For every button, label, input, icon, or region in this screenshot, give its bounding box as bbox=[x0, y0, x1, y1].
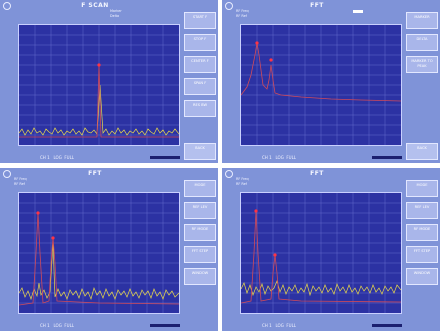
noise-trace bbox=[241, 279, 401, 297]
brand-logo-icon bbox=[3, 170, 11, 178]
brand-logo-icon bbox=[225, 170, 233, 178]
marker-2 bbox=[269, 58, 273, 62]
delta-button[interactable]: DELTA bbox=[406, 34, 438, 51]
screen-title: FFT bbox=[88, 170, 102, 177]
brand-logo-icon bbox=[225, 2, 233, 10]
spectrum-svg bbox=[241, 25, 401, 145]
fft-step-button[interactable]: FFT STEP bbox=[406, 246, 438, 263]
status-bar: CH 1 LOG FULL bbox=[262, 323, 296, 328]
marker-1 bbox=[255, 41, 259, 45]
header-delta-label: Delta bbox=[110, 14, 120, 18]
header-rf-ref-label: RF Ref bbox=[14, 182, 25, 186]
fft-screen-left: FFT RF Freq RF Ref CH 1 LOG FULL MODE RE bbox=[0, 168, 218, 331]
marker-to-peak-button[interactable]: MARKER TO PEAK bbox=[406, 56, 438, 73]
noise-trace bbox=[19, 84, 179, 136]
mode-log[interactable]: LOG bbox=[275, 155, 284, 160]
header-rf-ref-label: RF Ref bbox=[236, 182, 247, 186]
header-rf-ref-label: RF Ref bbox=[236, 14, 247, 18]
header-rf-freq-label: RF Freq bbox=[236, 9, 249, 13]
marker-button[interactable]: MARKER bbox=[406, 12, 438, 29]
stop-f-button[interactable]: STOP F bbox=[184, 34, 216, 51]
brand-logo-icon bbox=[3, 2, 11, 10]
status-bar: CH 1 LOG FULL bbox=[262, 155, 296, 160]
mode-log[interactable]: LOG bbox=[53, 323, 62, 328]
mode-full[interactable]: FULL bbox=[286, 323, 297, 328]
channel-label: CH 1 bbox=[262, 155, 272, 160]
channel-label: CH 1 bbox=[262, 323, 272, 328]
status-stripe bbox=[372, 324, 402, 327]
peak-marker bbox=[97, 63, 101, 67]
center-f-button[interactable]: CENTER F bbox=[184, 56, 216, 73]
header-marker-label: Marker bbox=[110, 9, 122, 13]
main-trace bbox=[241, 42, 401, 102]
rf-mode-button[interactable]: RF MODE bbox=[184, 224, 216, 241]
status-stripe bbox=[150, 324, 180, 327]
spectrum-svg bbox=[19, 193, 179, 313]
spectrum-plot bbox=[18, 192, 180, 314]
marker-2 bbox=[51, 236, 55, 240]
status-stripe bbox=[150, 156, 180, 159]
ref-lev-button[interactable]: REF LEV bbox=[406, 202, 438, 219]
fft-screen-right: FFT RF Freq RF Ref CH 1 LOG FULL MODE RE bbox=[222, 168, 440, 331]
mode-full[interactable]: FULL bbox=[64, 323, 75, 328]
mode-log[interactable]: LOG bbox=[53, 155, 62, 160]
start-f-button[interactable]: START F bbox=[184, 12, 216, 29]
window-button[interactable]: WINDOW bbox=[184, 268, 216, 285]
marker-2 bbox=[273, 253, 277, 257]
spectrum-plot bbox=[18, 24, 180, 146]
marker-value-box[interactable] bbox=[353, 10, 363, 13]
spectrum-plot bbox=[240, 192, 402, 314]
back-button[interactable]: BACK bbox=[184, 143, 216, 160]
header-rf-freq-label: RF Freq bbox=[236, 177, 249, 181]
ref-lev-button[interactable]: REF LEV bbox=[184, 202, 216, 219]
rf-mode-button[interactable]: RF MODE bbox=[406, 224, 438, 241]
fscan-screen: F SCAN Marker Delta CH 1 LOG FULL START … bbox=[0, 0, 218, 163]
status-stripe bbox=[372, 156, 402, 159]
spectrum-svg bbox=[19, 25, 179, 145]
spectrum-plot bbox=[240, 24, 402, 146]
spectrum-svg bbox=[241, 193, 401, 313]
res-bw-button[interactable]: RES BW bbox=[184, 100, 216, 117]
back-button[interactable]: BACK bbox=[406, 143, 438, 160]
mode-button[interactable]: MODE bbox=[406, 180, 438, 197]
channel-label: CH 1 bbox=[40, 155, 50, 160]
noise-trace bbox=[19, 242, 179, 301]
marker-1 bbox=[254, 209, 258, 213]
main-trace bbox=[19, 212, 179, 306]
channel-label: CH 1 bbox=[40, 323, 50, 328]
mode-log[interactable]: LOG bbox=[275, 323, 284, 328]
span-f-button[interactable]: SPAN F bbox=[184, 78, 216, 95]
mode-full[interactable]: FULL bbox=[64, 155, 75, 160]
status-bar: CH 1 LOG FULL bbox=[40, 323, 74, 328]
header-rf-freq-label: RF Freq bbox=[14, 177, 27, 181]
main-trace bbox=[241, 210, 401, 304]
window-button[interactable]: WINDOW bbox=[406, 268, 438, 285]
marker-1 bbox=[36, 211, 40, 215]
mode-button[interactable]: MODE bbox=[184, 180, 216, 197]
status-bar: CH 1 LOG FULL bbox=[40, 155, 74, 160]
fft-marker-screen: FFT RF Freq RF Ref CH 1 LOG FULL MARKER … bbox=[222, 0, 440, 163]
fft-step-button[interactable]: FFT STEP bbox=[184, 246, 216, 263]
screen-title: FFT bbox=[310, 2, 324, 9]
mode-full[interactable]: FULL bbox=[286, 155, 297, 160]
screen-title: F SCAN bbox=[81, 2, 109, 9]
screen-title: FFT bbox=[310, 170, 324, 177]
